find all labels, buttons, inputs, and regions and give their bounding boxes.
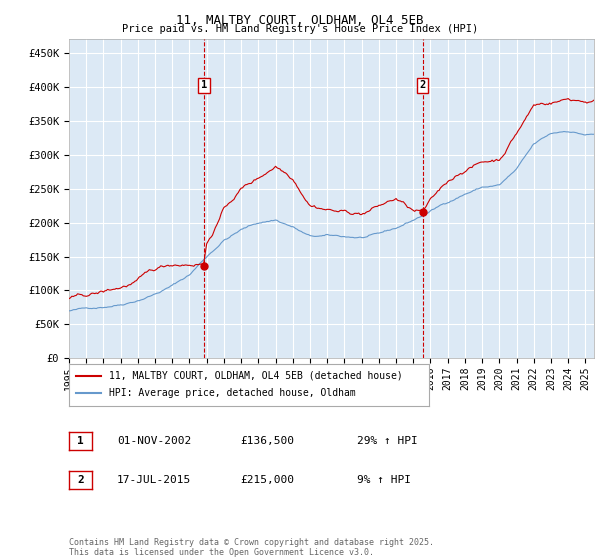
Text: 2: 2: [419, 81, 425, 91]
Text: 1: 1: [77, 436, 84, 446]
Text: Price paid vs. HM Land Registry's House Price Index (HPI): Price paid vs. HM Land Registry's House …: [122, 24, 478, 34]
Text: Contains HM Land Registry data © Crown copyright and database right 2025.
This d: Contains HM Land Registry data © Crown c…: [69, 538, 434, 557]
Text: HPI: Average price, detached house, Oldham: HPI: Average price, detached house, Oldh…: [109, 388, 355, 398]
Text: 11, MALTBY COURT, OLDHAM, OL4 5EB (detached house): 11, MALTBY COURT, OLDHAM, OL4 5EB (detac…: [109, 371, 403, 381]
Text: 9% ↑ HPI: 9% ↑ HPI: [357, 475, 411, 485]
Text: 01-NOV-2002: 01-NOV-2002: [117, 436, 191, 446]
Text: £136,500: £136,500: [240, 436, 294, 446]
Text: 1: 1: [200, 81, 207, 91]
Text: 2: 2: [77, 475, 84, 485]
Text: £215,000: £215,000: [240, 475, 294, 485]
Text: 17-JUL-2015: 17-JUL-2015: [117, 475, 191, 485]
Text: 29% ↑ HPI: 29% ↑ HPI: [357, 436, 418, 446]
Text: 11, MALTBY COURT, OLDHAM, OL4 5EB: 11, MALTBY COURT, OLDHAM, OL4 5EB: [176, 14, 424, 27]
